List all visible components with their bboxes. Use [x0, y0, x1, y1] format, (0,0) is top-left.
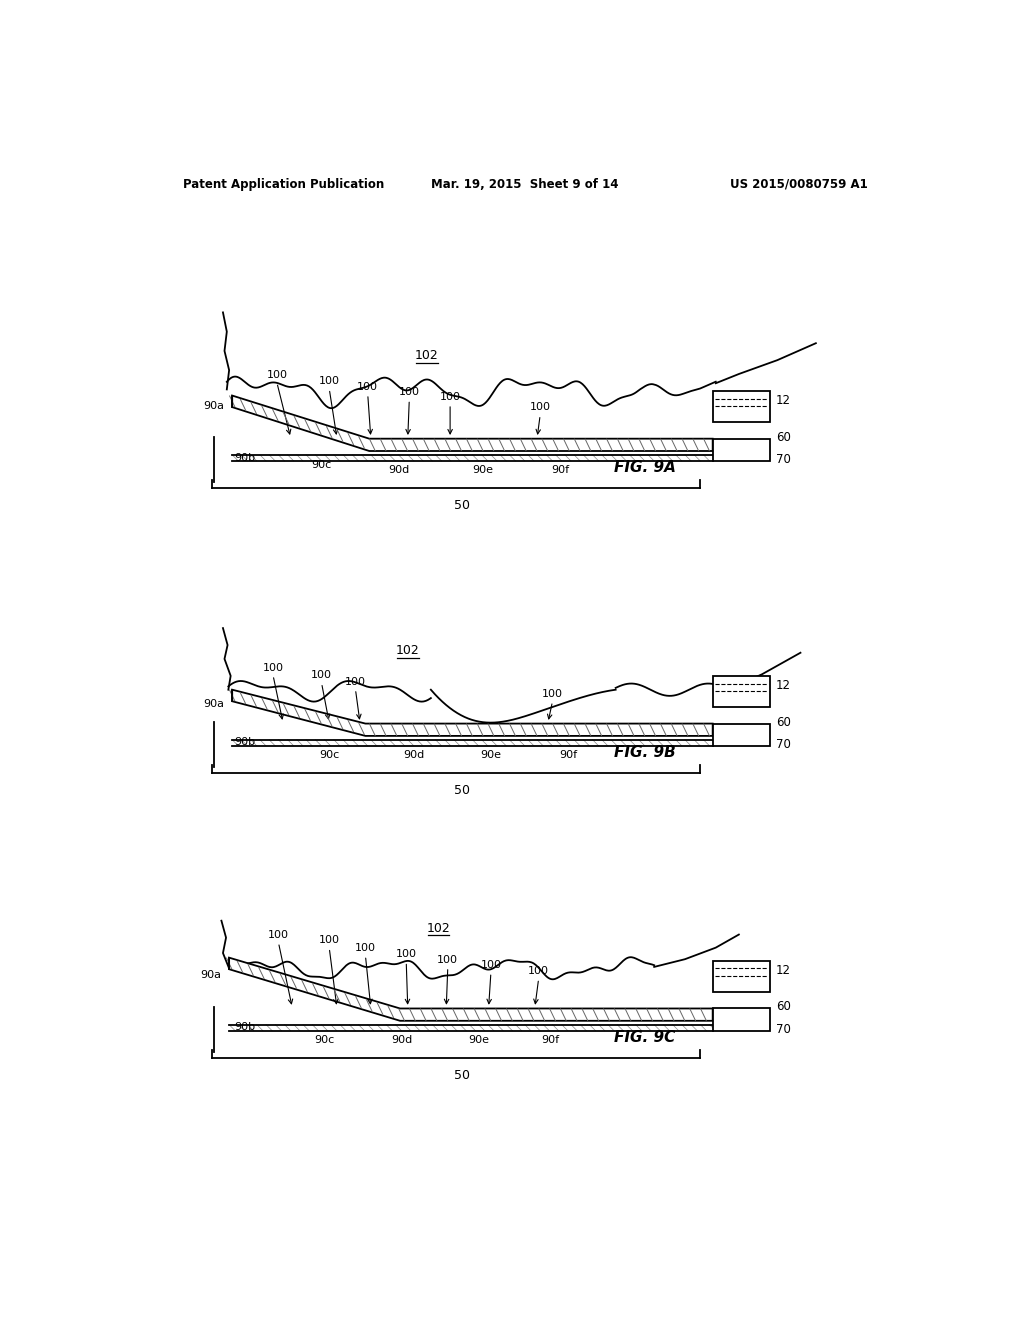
- Text: 100: 100: [529, 403, 551, 412]
- Text: FIG. 9C: FIG. 9C: [614, 1030, 676, 1045]
- Text: FIG. 9B: FIG. 9B: [614, 746, 676, 760]
- Bar: [713, 676, 770, 706]
- Text: 90a: 90a: [201, 970, 221, 979]
- Text: 90e: 90e: [473, 465, 494, 475]
- Text: 100: 100: [528, 966, 549, 977]
- Text: Mar. 19, 2015  Sheet 9 of 14: Mar. 19, 2015 Sheet 9 of 14: [431, 178, 618, 190]
- Text: 100: 100: [311, 671, 332, 681]
- Polygon shape: [229, 958, 713, 1020]
- Text: 90b: 90b: [233, 1022, 255, 1032]
- Text: 100: 100: [345, 677, 366, 686]
- Bar: [713, 438, 770, 461]
- Text: 100: 100: [439, 392, 461, 401]
- Text: 70: 70: [776, 738, 791, 751]
- Text: 50: 50: [454, 1069, 470, 1081]
- Bar: [713, 1008, 770, 1031]
- Text: 70: 70: [776, 453, 791, 466]
- Text: 60: 60: [776, 715, 791, 729]
- Text: 12: 12: [776, 395, 791, 408]
- Text: 100: 100: [542, 689, 563, 700]
- Text: 60: 60: [776, 430, 791, 444]
- Text: 102: 102: [415, 350, 439, 363]
- Text: 100: 100: [268, 931, 289, 940]
- Bar: [713, 391, 770, 422]
- Text: 90e: 90e: [468, 1035, 489, 1044]
- Text: 90b: 90b: [233, 738, 255, 747]
- Text: 100: 100: [398, 387, 420, 397]
- Text: 90d: 90d: [391, 1035, 413, 1044]
- Text: 90d: 90d: [403, 750, 425, 760]
- Text: 100: 100: [266, 370, 288, 380]
- Text: 90f: 90f: [551, 465, 569, 475]
- Text: 100: 100: [357, 381, 378, 392]
- Text: 60: 60: [776, 1001, 791, 1014]
- Text: 100: 100: [318, 936, 340, 945]
- Text: 90a: 90a: [204, 698, 224, 709]
- Text: 50: 50: [454, 499, 470, 512]
- Text: 50: 50: [454, 784, 470, 797]
- Text: Patent Application Publication: Patent Application Publication: [183, 178, 384, 190]
- Text: 100: 100: [355, 942, 376, 953]
- Text: 90b: 90b: [233, 453, 255, 462]
- Text: 90f: 90f: [541, 1035, 559, 1044]
- Text: 90e: 90e: [480, 750, 502, 760]
- Text: 70: 70: [776, 1023, 791, 1036]
- Text: US 2015/0080759 A1: US 2015/0080759 A1: [730, 178, 868, 190]
- Text: 90c: 90c: [319, 750, 339, 760]
- Bar: [713, 961, 770, 991]
- Text: 90d: 90d: [388, 465, 410, 475]
- Text: 102: 102: [427, 921, 451, 935]
- Text: 100: 100: [480, 960, 502, 970]
- Text: 100: 100: [437, 954, 459, 965]
- Text: 100: 100: [318, 376, 340, 387]
- Polygon shape: [232, 689, 713, 737]
- Text: 90c: 90c: [314, 1035, 335, 1044]
- Text: 12: 12: [776, 680, 791, 693]
- Text: 102: 102: [396, 644, 420, 657]
- Text: 100: 100: [262, 663, 284, 673]
- Text: 90f: 90f: [559, 750, 577, 760]
- Text: 90a: 90a: [204, 401, 224, 412]
- Polygon shape: [232, 396, 713, 451]
- Text: FIG. 9A: FIG. 9A: [614, 461, 676, 475]
- Text: 90c: 90c: [311, 461, 332, 470]
- Text: 100: 100: [395, 949, 417, 960]
- Bar: [713, 723, 770, 746]
- Text: 12: 12: [776, 964, 791, 977]
